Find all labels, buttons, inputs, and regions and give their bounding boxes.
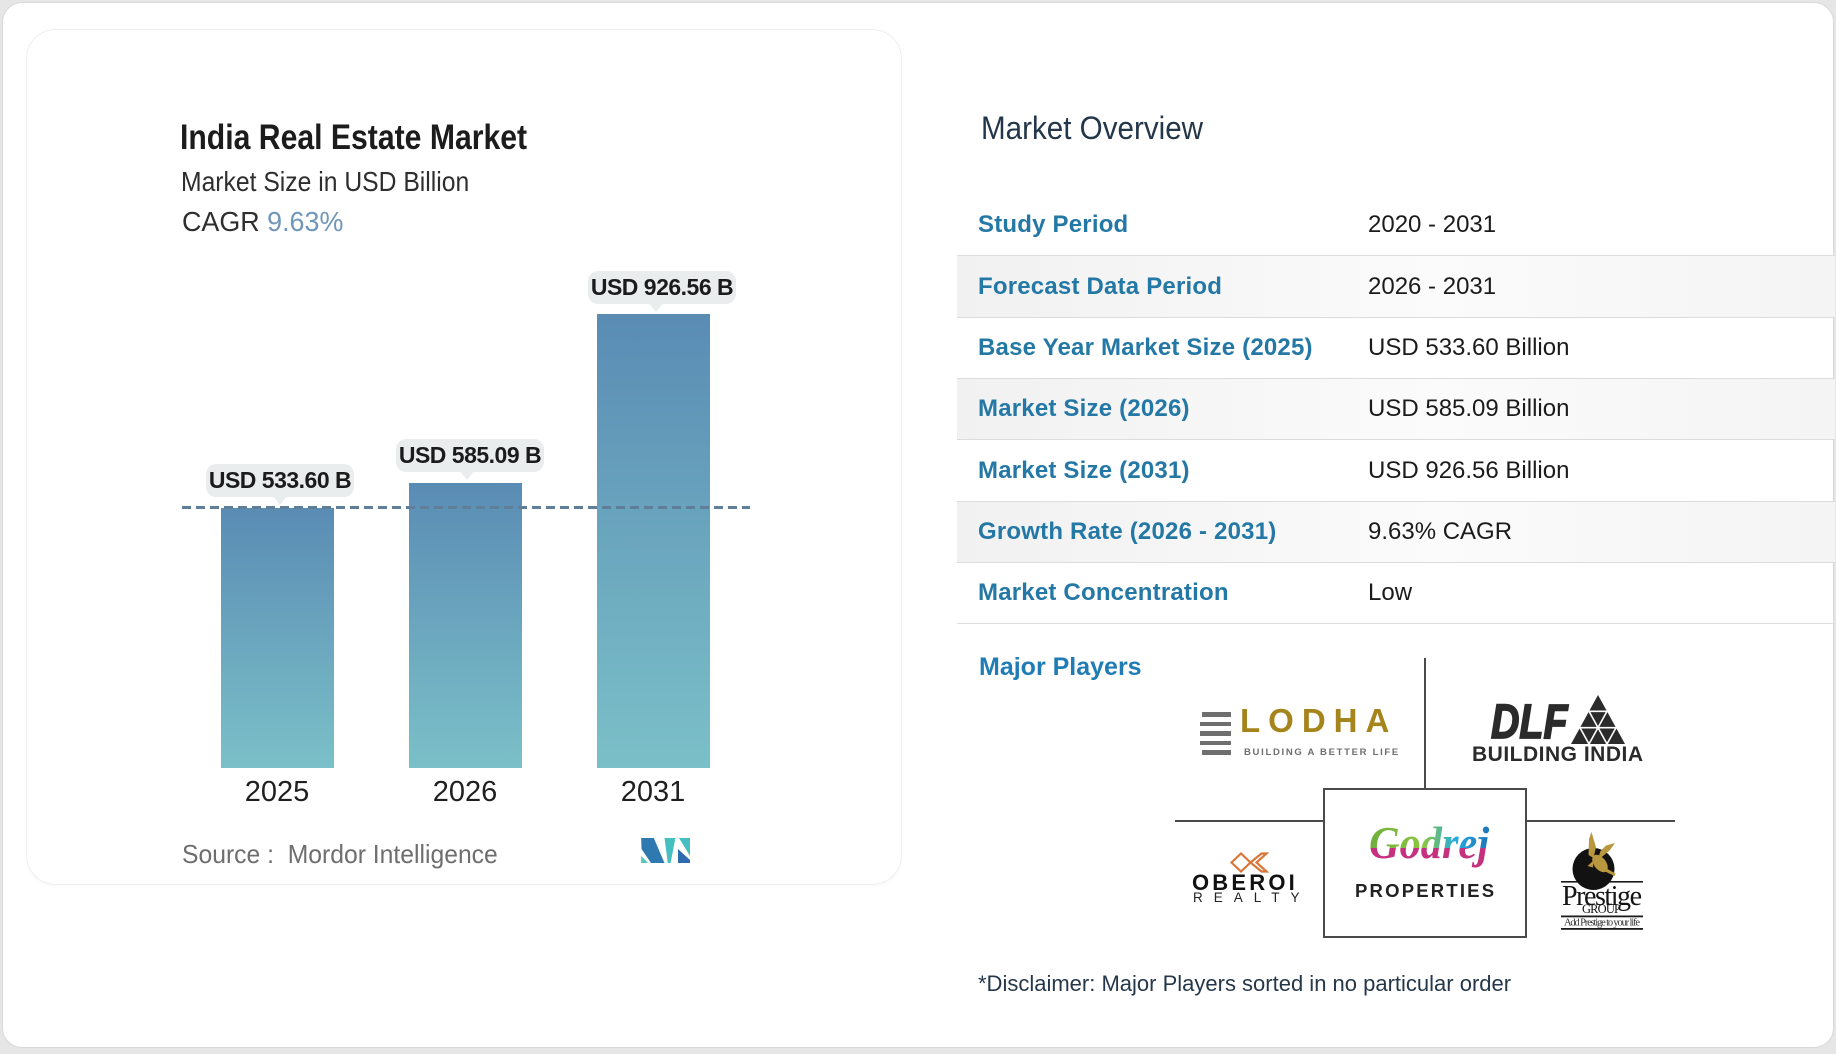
svg-text:Godrej: Godrej bbox=[1369, 817, 1489, 868]
svg-text:Add Prestige to your life: Add Prestige to your life bbox=[1564, 918, 1640, 929]
svg-text:Godrej: Godrej bbox=[1369, 817, 1489, 868]
svg-text:GROUP: GROUP bbox=[1582, 902, 1622, 916]
svg-text:Prestige: Prestige bbox=[1562, 881, 1642, 912]
